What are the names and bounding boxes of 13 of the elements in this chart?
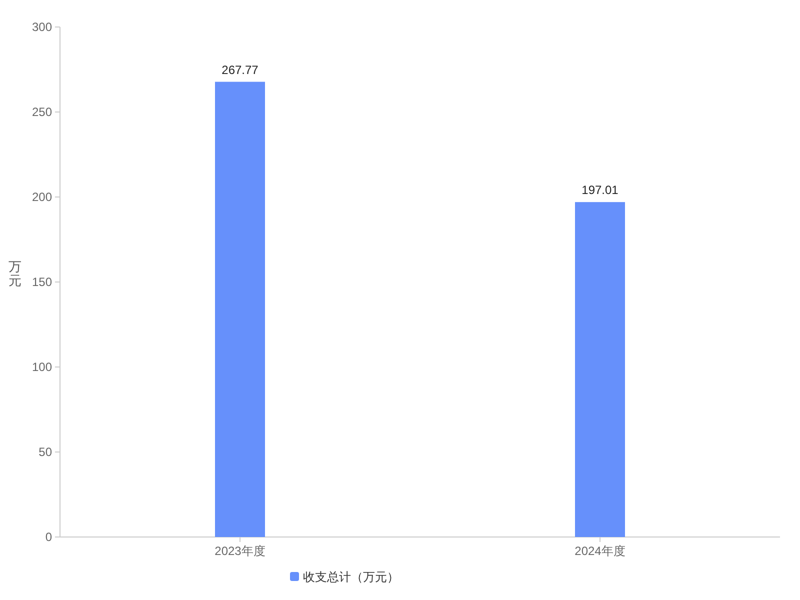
y-tick-label: 150	[32, 275, 52, 289]
y-tick-label: 250	[32, 105, 52, 119]
legend-label: 收支总计（万元）	[303, 570, 399, 584]
x-tick-label: 2024年度	[574, 544, 626, 558]
y-tick-label: 200	[32, 190, 52, 204]
y-tick-label: 300	[32, 20, 52, 34]
y-tick-label: 50	[38, 445, 52, 459]
y-tick-label: 100	[32, 360, 52, 374]
data-label: 267.77	[222, 62, 259, 77]
x-tick-label: 2023年度	[214, 544, 266, 558]
data-label: 197.01	[582, 183, 619, 198]
y-axis-title: 万元	[8, 259, 22, 288]
y-tick-label: 0	[45, 530, 52, 544]
